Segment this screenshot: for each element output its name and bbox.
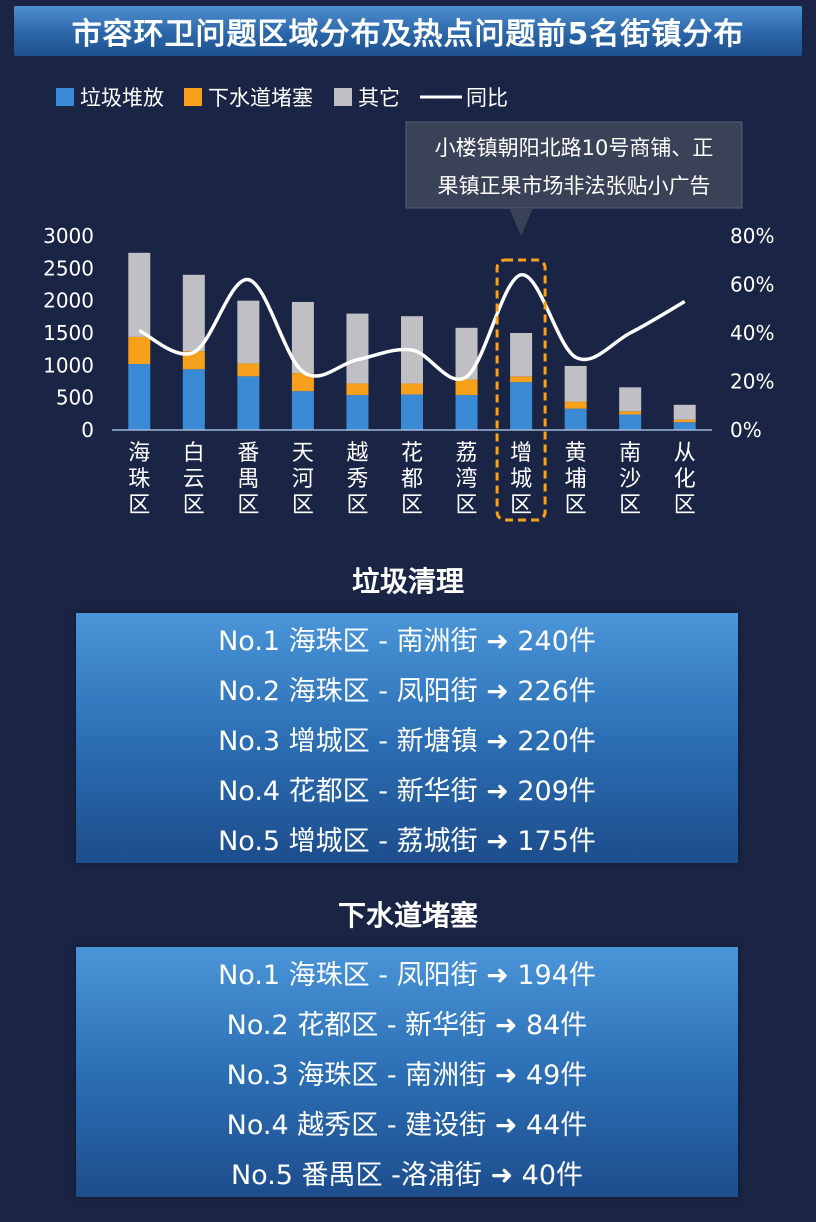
bar-1-2 xyxy=(182,369,205,430)
bar-1-9 xyxy=(564,408,587,430)
bar-2-4 xyxy=(291,373,314,392)
bar-3-2 xyxy=(182,274,205,352)
x-tick-label-9: 黄埔区 xyxy=(565,441,587,518)
bar-3-9 xyxy=(564,365,587,402)
garbage-rank-row-3: No.3 增城区 - 新塘镇 ➜ 220件 xyxy=(218,725,596,757)
x-tick-label-7: 荔湾区 xyxy=(456,441,478,518)
bar-1-8 xyxy=(510,382,533,430)
sewer-ranking-box: No.1 海珠区 - 凤阳街 ➜ 194件 No.2 花都区 - 新华街 ➜ 8… xyxy=(76,947,738,1197)
bar-3-5 xyxy=(346,313,369,384)
bar-1-6 xyxy=(401,394,423,430)
bar-2-9 xyxy=(564,401,587,409)
bar-1-10 xyxy=(619,414,642,430)
annotation-text-2: 果镇正果市场非法张贴小广告 xyxy=(438,174,711,198)
y-left-tick-label: 1000 xyxy=(43,353,94,377)
y-left-tick-label: 3000 xyxy=(43,224,94,248)
bar-1-3 xyxy=(237,376,260,430)
legend-swatch-2 xyxy=(184,88,202,106)
stacked-bar-chart: 垃圾堆放 下水道堵塞 其它 同比 0 500 1000 1500 2000 2500 3000 0% 2… xyxy=(43,86,774,522)
y-right-tick-label: 80% xyxy=(730,224,774,248)
bar-2-7 xyxy=(455,379,478,396)
y-left-tick-label: 500 xyxy=(56,386,94,410)
highlight-box xyxy=(495,258,547,522)
annotation-pointer xyxy=(509,208,534,236)
page-title: 市容环卫问题区域分布及热点问题前5名街镇分布 xyxy=(14,6,802,56)
garbage-ranking-box: No.1 海珠区 - 南洲街 ➜ 240件 No.2 海珠区 - 凤阳街 ➜ 2… xyxy=(76,613,738,863)
x-tick-label-4: 天河区 xyxy=(292,441,314,518)
sewer-rank-row-4: No.4 越秀区 - 建设街 ➜ 44件 xyxy=(226,1109,588,1141)
garbage-rank-row-2: No.2 海珠区 - 凤阳街 ➜ 226件 xyxy=(218,675,596,707)
bar-1-7 xyxy=(455,395,478,430)
y-left-tick-label: 0 xyxy=(81,418,94,442)
sewer-ranking-title: 下水道堵塞 xyxy=(337,899,478,932)
sewer-rank-row-5: No.5 番禺区 -洛浦街 ➜ 40件 xyxy=(230,1159,584,1191)
x-tick-label-11: 从化区 xyxy=(674,441,696,518)
bar-2-11 xyxy=(673,419,696,423)
garbage-rank-row-5: No.5 增城区 - 荔城街 ➜ 175件 xyxy=(218,825,596,857)
x-tick-label-6: 花都区 xyxy=(401,441,423,518)
garbage-rank-row-1: No.1 海珠区 - 南洲街 ➜ 240件 xyxy=(218,625,596,657)
bar-3-4 xyxy=(291,301,314,374)
y-right-tick-label: 60% xyxy=(730,273,774,297)
x-tick-label-3: 番禺区 xyxy=(237,441,259,518)
y-right-tick-label: 20% xyxy=(730,370,774,394)
legend-swatch-3 xyxy=(334,88,352,106)
x-tick-label-10: 南沙区 xyxy=(619,441,641,518)
legend-label-1: 垃圾堆放 xyxy=(80,86,164,110)
x-tick-label-8: 增城区 xyxy=(510,441,532,518)
y-left-tick-label: 1500 xyxy=(43,321,94,345)
bar-2-1 xyxy=(128,336,151,365)
bar-2-3 xyxy=(237,363,260,377)
bar-3-10 xyxy=(619,387,642,412)
annotation-box xyxy=(405,121,743,209)
bar-3-8 xyxy=(510,333,533,377)
legend-label-3: 其它 xyxy=(358,86,400,110)
yoy-line xyxy=(138,273,686,381)
bar-2-8 xyxy=(510,376,533,383)
x-tick-label-2: 白云区 xyxy=(183,441,205,518)
sewer-rank-row-2: No.2 花都区 - 新华街 ➜ 84件 xyxy=(226,1009,588,1041)
bar-1-5 xyxy=(346,395,369,430)
legend-label-2: 下水道堵塞 xyxy=(208,86,313,110)
garbage-ranking-title: 垃圾清理 xyxy=(351,565,464,598)
bar-2-5 xyxy=(346,383,369,396)
y-right-tick-label: 40% xyxy=(730,321,774,345)
bar-3-3 xyxy=(237,300,260,364)
bar-3-11 xyxy=(673,404,696,420)
sewer-rank-row-1: No.1 海珠区 - 凤阳街 ➜ 194件 xyxy=(218,959,596,991)
bar-1-11 xyxy=(673,422,696,430)
annotation-text-1: 小楼镇朝阳北路10号商铺、正 xyxy=(435,136,714,160)
garbage-rank-row-4: No.4 花都区 - 新华街 ➜ 209件 xyxy=(218,775,596,807)
legend-swatch-1 xyxy=(56,88,74,106)
bar-3-1 xyxy=(128,252,151,337)
bar-2-10 xyxy=(619,411,642,415)
bar-2-6 xyxy=(401,383,423,395)
legend-label-4: 同比 xyxy=(466,86,508,110)
sewer-rank-row-3: No.3 海珠区 - 南洲街 ➜ 49件 xyxy=(226,1059,588,1091)
y-right-tick-label: 0% xyxy=(730,418,762,442)
y-left-tick-label: 2000 xyxy=(43,289,94,313)
bar-3-7 xyxy=(455,327,478,380)
bar-1-4 xyxy=(291,391,314,430)
x-tick-label-5: 越秀区 xyxy=(346,441,368,518)
bar-1-1 xyxy=(128,364,151,430)
x-tick-label-1: 海珠区 xyxy=(128,441,150,518)
y-left-tick-label: 2500 xyxy=(43,256,94,280)
